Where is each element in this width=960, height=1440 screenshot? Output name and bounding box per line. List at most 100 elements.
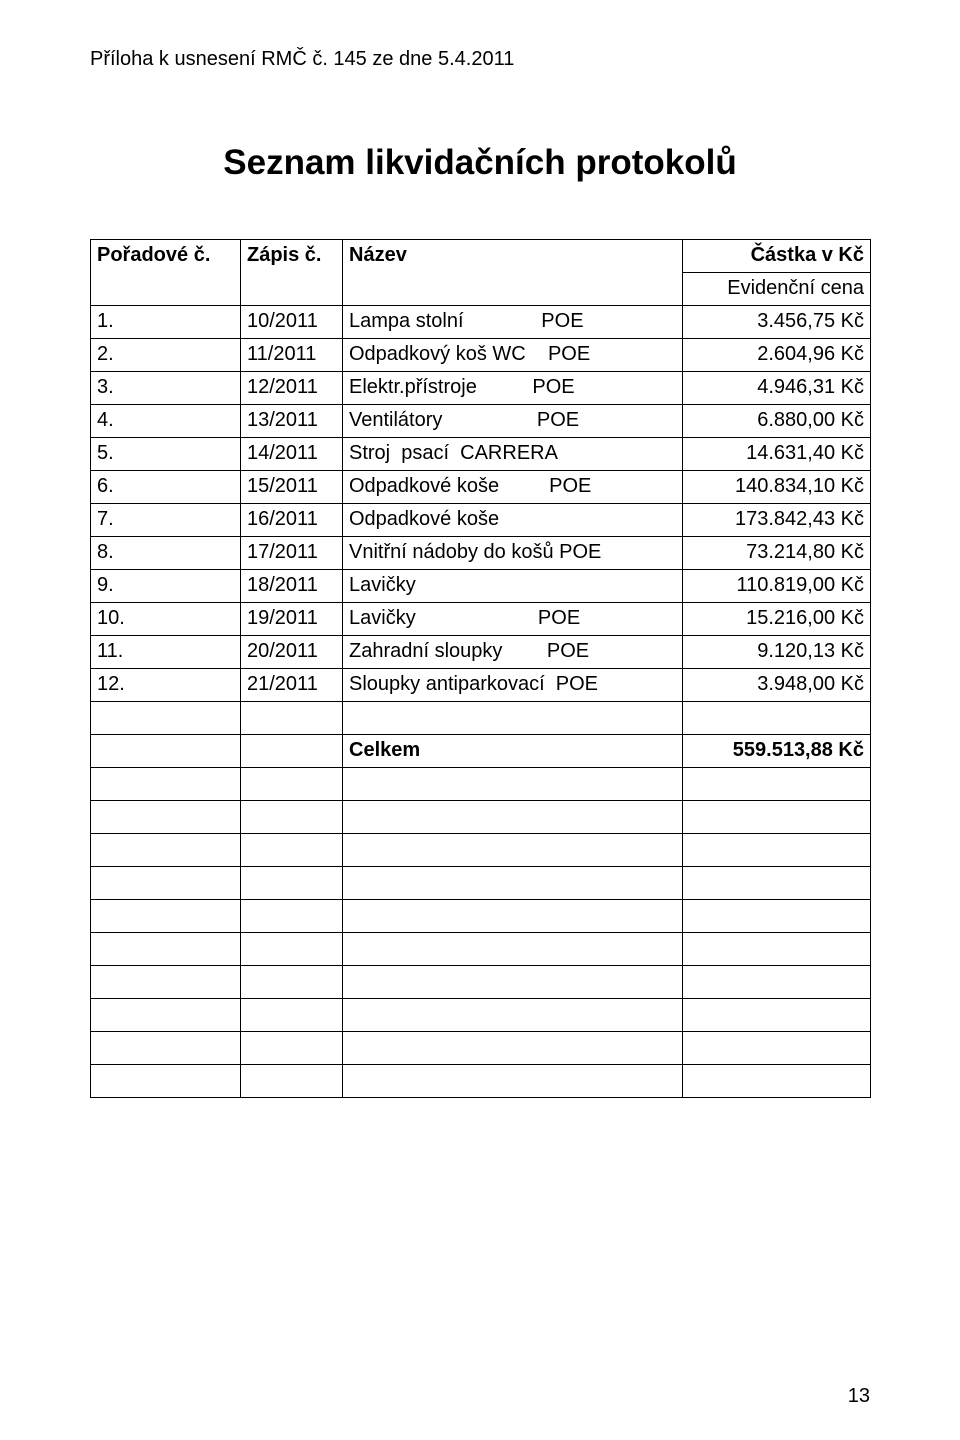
cell-total-label: Celkem: [343, 735, 683, 768]
col-header-nazev: Název: [343, 240, 683, 306]
cell-castka: 15.216,00 Kč: [683, 603, 871, 636]
table-row: 7.16/2011Odpadkové koše173.842,43 Kč: [91, 504, 871, 537]
cell: [241, 1065, 343, 1098]
table-row: 12.21/2011Sloupky antiparkovací POE3.948…: [91, 669, 871, 702]
cell-zapis: 18/2011: [241, 570, 343, 603]
cell: [343, 834, 683, 867]
table-row: 2.11/2011Odpadkový koš WC POE2.604,96 Kč: [91, 339, 871, 372]
cell-zapis: 15/2011: [241, 471, 343, 504]
table-row-empty: [91, 1032, 871, 1065]
cell-nazev: Odpadkové koše: [343, 504, 683, 537]
cell-nazev: Lampa stolní POE: [343, 306, 683, 339]
cell-castka: 14.631,40 Kč: [683, 438, 871, 471]
cell: [343, 1032, 683, 1065]
cell-zapis: 16/2011: [241, 504, 343, 537]
table-row-empty: [91, 933, 871, 966]
table-header-row: Pořadové č.Zápis č.NázevČástka v Kč: [91, 240, 871, 273]
cell: [241, 900, 343, 933]
table-row: 10.19/2011Lavičky POE15.216,00 Kč: [91, 603, 871, 636]
cell: [241, 768, 343, 801]
table-row: 8.17/2011Vnitřní nádoby do košů POE73.21…: [91, 537, 871, 570]
table-row-empty: [91, 1065, 871, 1098]
cell-castka: 173.842,43 Kč: [683, 504, 871, 537]
cell: [343, 900, 683, 933]
page-number: 13: [848, 1385, 870, 1408]
cell: [241, 834, 343, 867]
cell-nazev: Stroj psací CARRERA: [343, 438, 683, 471]
cell: [343, 768, 683, 801]
cell-poradove: 11.: [91, 636, 241, 669]
cell: [683, 1032, 871, 1065]
cell: [343, 966, 683, 999]
cell-poradove: 5.: [91, 438, 241, 471]
table-row-empty: [91, 867, 871, 900]
table-row-empty: [91, 702, 871, 735]
table-row: 3.12/2011Elektr.přístroje POE4.946,31 Kč: [91, 372, 871, 405]
col-header-poradove: Pořadové č.: [91, 240, 241, 306]
cell-castka: 3.456,75 Kč: [683, 306, 871, 339]
cell-castka: 6.880,00 Kč: [683, 405, 871, 438]
cell: [91, 735, 241, 768]
table-row: 1.10/2011Lampa stolní POE3.456,75 Kč: [91, 306, 871, 339]
cell: [683, 933, 871, 966]
cell: [683, 1065, 871, 1098]
table-row: 4.13/2011Ventilátory POE6.880,00 Kč: [91, 405, 871, 438]
table-row: 11.20/2011Zahradní sloupky POE9.120,13 K…: [91, 636, 871, 669]
cell: [91, 867, 241, 900]
cell: [683, 999, 871, 1032]
cell: [91, 801, 241, 834]
attachment-line: Příloha k usnesení RMČ č. 145 ze dne 5.4…: [90, 48, 870, 71]
cell-poradove: 2.: [91, 339, 241, 372]
col-header-castka: Částka v Kč: [683, 240, 871, 273]
cell: [91, 1032, 241, 1065]
cell: [241, 702, 343, 735]
table-total-row: Celkem559.513,88 Kč: [91, 735, 871, 768]
table-row: 6.15/2011Odpadkové koše POE140.834,10 Kč: [91, 471, 871, 504]
cell: [683, 867, 871, 900]
cell-poradove: 7.: [91, 504, 241, 537]
cell: [91, 933, 241, 966]
cell: [241, 801, 343, 834]
table-row-empty: [91, 966, 871, 999]
cell-castka: 73.214,80 Kč: [683, 537, 871, 570]
cell: [343, 999, 683, 1032]
cell-nazev: Odpadkový koš WC POE: [343, 339, 683, 372]
cell-castka: 2.604,96 Kč: [683, 339, 871, 372]
cell-zapis: 13/2011: [241, 405, 343, 438]
cell-poradove: 10.: [91, 603, 241, 636]
cell-nazev: Lavičky POE: [343, 603, 683, 636]
cell-poradove: 1.: [91, 306, 241, 339]
table-row-empty: [91, 801, 871, 834]
cell: [91, 834, 241, 867]
cell: [241, 933, 343, 966]
cell: [241, 966, 343, 999]
cell-poradove: 6.: [91, 471, 241, 504]
cell: [683, 834, 871, 867]
cell: [683, 768, 871, 801]
cell-nazev: Zahradní sloupky POE: [343, 636, 683, 669]
cell-nazev: Odpadkové koše POE: [343, 471, 683, 504]
cell-zapis: 11/2011: [241, 339, 343, 372]
cell-nazev: Vnitřní nádoby do košů POE: [343, 537, 683, 570]
cell: [241, 999, 343, 1032]
cell-zapis: 12/2011: [241, 372, 343, 405]
cell: [91, 768, 241, 801]
cell-poradove: 9.: [91, 570, 241, 603]
cell-zapis: 14/2011: [241, 438, 343, 471]
cell: [343, 801, 683, 834]
cell: [91, 999, 241, 1032]
table-row-empty: [91, 834, 871, 867]
col-header-zapis: Zápis č.: [241, 240, 343, 306]
cell: [683, 801, 871, 834]
cell-castka: 4.946,31 Kč: [683, 372, 871, 405]
page-title: Seznam likvidačních protokolů: [90, 143, 870, 183]
cell-castka: 140.834,10 Kč: [683, 471, 871, 504]
cell: [91, 966, 241, 999]
cell: [91, 900, 241, 933]
cell-nazev: Lavičky: [343, 570, 683, 603]
cell: [343, 933, 683, 966]
cell: [683, 966, 871, 999]
table-row-empty: [91, 999, 871, 1032]
cell: [241, 735, 343, 768]
cell-zapis: 19/2011: [241, 603, 343, 636]
